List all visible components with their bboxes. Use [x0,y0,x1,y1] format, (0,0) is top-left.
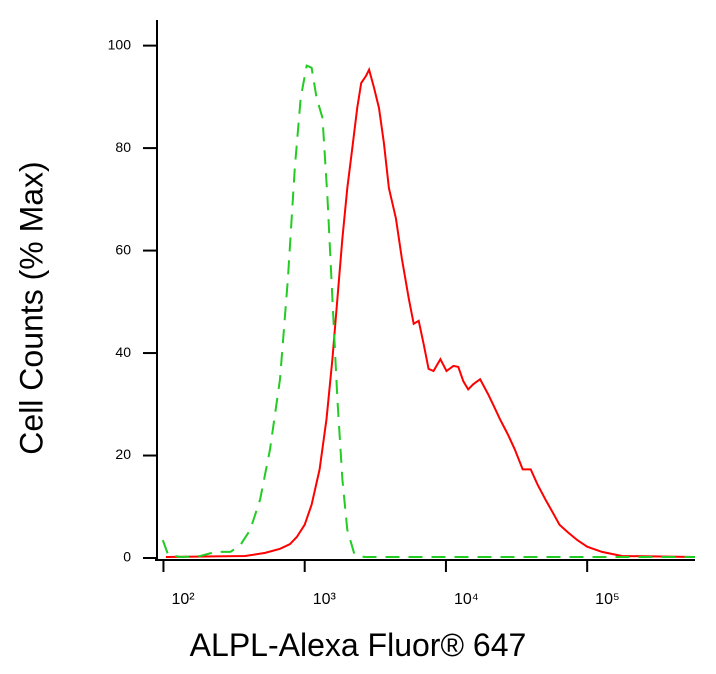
series-line [165,66,696,558]
series-line [161,64,695,559]
y-tick-label: 20 [115,446,131,462]
x-tick-label: 10⁵ [595,591,619,608]
y-tick-label: 100 [108,36,132,52]
y-tick-label: 40 [115,344,131,360]
y-tick-label: 80 [115,139,131,155]
x-tick-label: 10³ [313,591,337,608]
x-tick-label: 10² [171,591,195,608]
y-tick-label: 60 [115,241,131,257]
x-axis-label: ALPL-Alexa Fluor® 647 [190,627,527,663]
y-axis-label: Cell Counts (% Max) [13,161,49,454]
x-tick-label: 10⁴ [454,591,479,608]
y-tick-label: 0 [123,549,131,565]
